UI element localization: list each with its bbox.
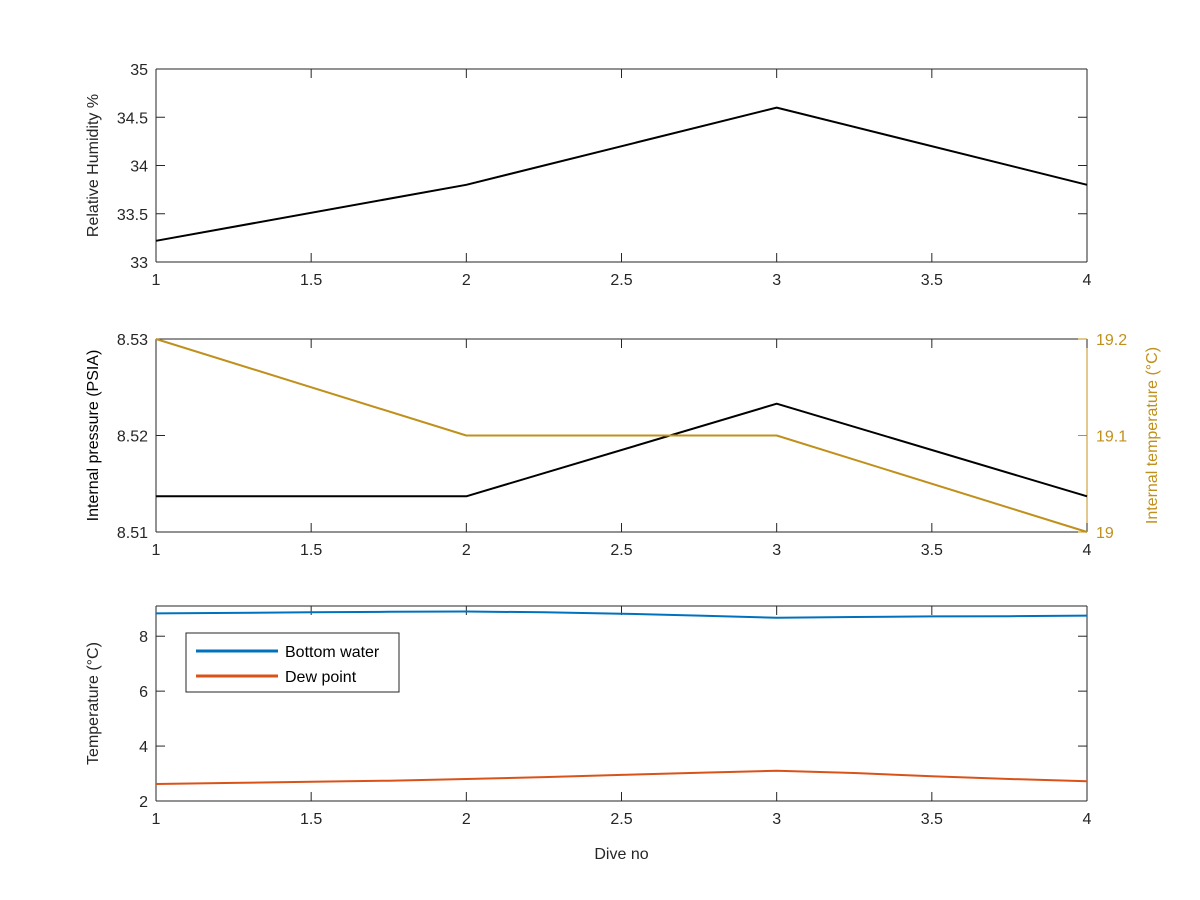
x-tick-label: 1: [152, 542, 161, 559]
y-tick-label: 2: [139, 794, 148, 811]
x-tick-label: 3.5: [921, 811, 943, 828]
x-tick-label: 1.5: [300, 272, 322, 289]
x-tick-label: 4: [1083, 272, 1092, 289]
subplot-2: 1 1.5 2 2.5 3 3.5 4 8.51 8.52 8.53 19 19.1 19.2 Inter…: [85, 332, 1161, 559]
x-tick-label: 2.5: [610, 272, 632, 289]
series-line-2: [155, 769, 1088, 785]
y-tick-label: 34: [130, 159, 148, 176]
plot-area: [156, 69, 1087, 262]
series-line-2: [155, 338, 1088, 533]
y-axis-label: Relative Humidity %: [85, 94, 102, 237]
x-tick-label: 2: [462, 811, 471, 828]
x-tick-label: 2: [462, 542, 471, 559]
series-line-1: [156, 402, 1088, 498]
x-tick-label: 4: [1083, 811, 1092, 828]
x-tick-label: 3.5: [921, 542, 943, 559]
y-tick-label: 35: [130, 62, 148, 79]
x-tick-label: 2.5: [610, 542, 632, 559]
series-line-1: [155, 106, 1088, 242]
legend: Bottom water Dew point: [185, 632, 400, 693]
y-axis-label: Temperature (°C): [85, 642, 102, 765]
x-tick-label: 1: [152, 811, 161, 828]
legend-box: [185, 632, 400, 693]
y2-tick-label: 19.2: [1096, 332, 1127, 349]
x-tick-label: 1.5: [300, 542, 322, 559]
x-tick-label: 3: [772, 811, 781, 828]
y2-tick-label: 19.1: [1096, 429, 1127, 446]
x-tick-label: 3: [772, 542, 781, 559]
x-tick-label: 4: [1083, 542, 1092, 559]
x-tick-label: 3: [772, 272, 781, 289]
subplot-3: 1 1.5 2 2.5 3 3.5 4 2 4 6 8 Temperature (°C) Dive no…: [85, 605, 1092, 863]
x-tick-label: 1.5: [300, 811, 322, 828]
x-tick-label: 2: [462, 272, 471, 289]
y2-tick-label: 19: [1096, 525, 1114, 542]
x-axis-label: Dive no: [594, 846, 648, 863]
y-tick-label: 6: [139, 684, 148, 701]
y-tick-label: 8: [139, 629, 148, 646]
y-tick-label: 34.5: [117, 110, 148, 127]
series-line-1: [155, 610, 1088, 619]
y-tick-label: 8.53: [117, 332, 148, 349]
x-tick-label: 3.5: [921, 272, 943, 289]
y-tick-label: 33.5: [117, 207, 148, 224]
x-tick-label: 2.5: [610, 811, 632, 828]
legend-label: Dew point: [285, 669, 357, 686]
y-axis-label: Internal pressure (PSIA): [85, 350, 102, 522]
y2-axis-label: Internal temperature (°C): [1144, 347, 1161, 524]
legend-label: Bottom water: [285, 644, 380, 661]
y-tick-label: 8.52: [117, 429, 148, 446]
y-tick-label: 33: [130, 255, 148, 272]
x-tick-label: 1: [152, 272, 161, 289]
y-tick-label: 8.51: [117, 525, 148, 542]
y-tick-label: 4: [139, 739, 148, 756]
